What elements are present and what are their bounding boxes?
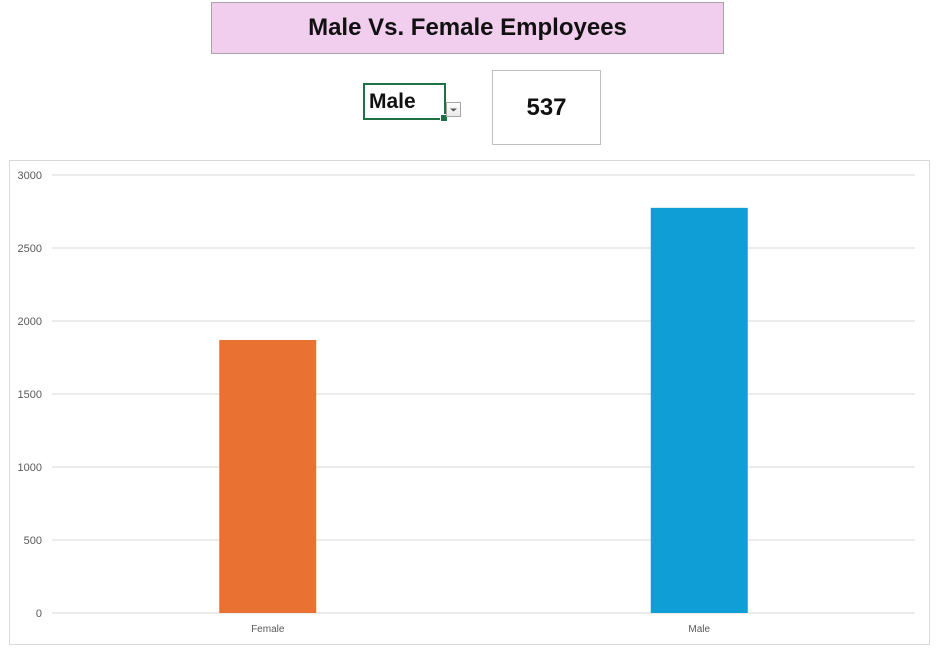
y-tick-label-2500: 2500 — [18, 243, 42, 255]
y-tick-label-2000: 2000 — [18, 316, 42, 328]
x-tick-label-female: Female — [251, 624, 285, 635]
y-tick-label-1500: 1500 — [18, 389, 42, 401]
gender-filter-cell[interactable]: Male — [363, 83, 448, 122]
y-tick-label-3000: 3000 — [18, 170, 42, 182]
employees-bar-chart[interactable]: 0 500 1000 1500 2000 2500 3000 Female Male — [9, 160, 930, 645]
chart-svg: 0 500 1000 1500 2000 2500 3000 Female Male — [18, 170, 915, 635]
chevron-down-icon — [450, 108, 457, 111]
employee-count-value: 537 — [526, 93, 567, 121]
gender-filter-dropdown-button[interactable] — [446, 102, 461, 117]
bar-male[interactable] — [650, 207, 748, 613]
y-tick-label-1000: 1000 — [18, 462, 42, 474]
employee-count-card: 537 — [492, 70, 601, 145]
y-tick-label-500: 500 — [24, 535, 42, 547]
page-title: Male Vs. Female Employees — [308, 14, 627, 41]
gender-filter-value[interactable]: Male — [369, 89, 416, 113]
y-tick-label-0: 0 — [36, 608, 42, 620]
x-tick-label-male: Male — [688, 624, 710, 635]
bar-female[interactable] — [219, 339, 317, 613]
title-banner: Male Vs. Female Employees — [211, 2, 724, 54]
fill-handle[interactable] — [440, 114, 448, 122]
